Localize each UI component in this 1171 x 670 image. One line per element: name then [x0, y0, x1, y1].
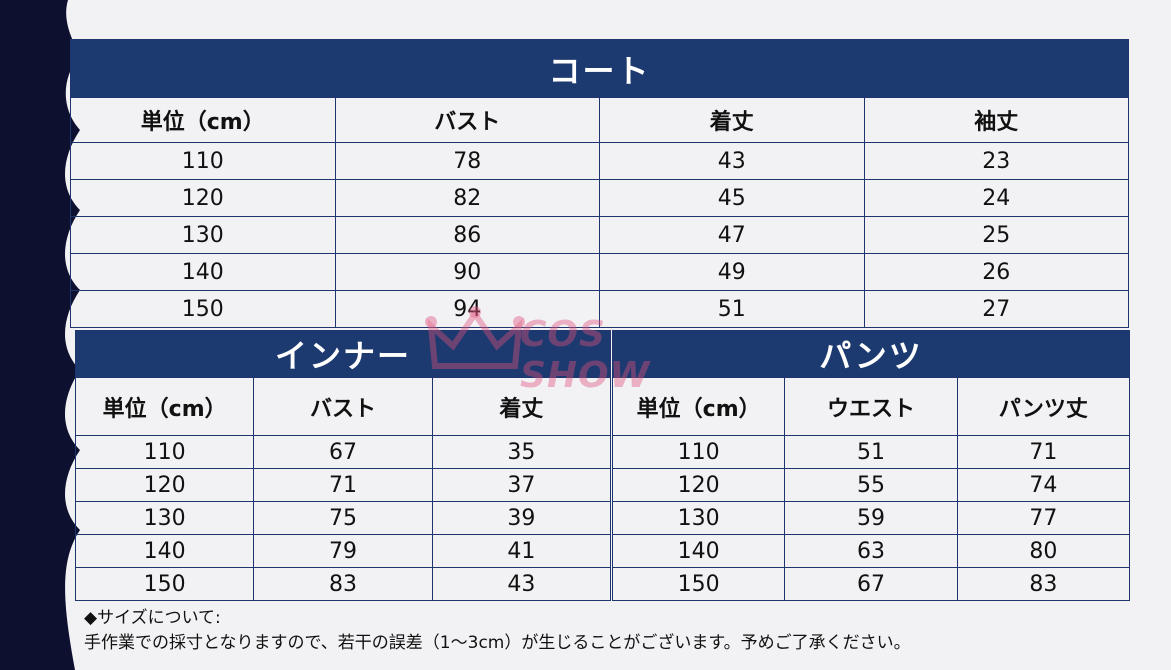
table-row: 110 78 43 23 — [70, 142, 1129, 180]
table-cell: 39 — [431, 501, 612, 535]
table-cell: 140 — [611, 534, 786, 568]
crown-icon — [425, 306, 525, 369]
table-row: 110 67 35 — [74, 435, 612, 469]
table-cell: 130 — [70, 216, 336, 254]
table-cell: 120 — [70, 179, 336, 217]
table-cell: 27 — [863, 290, 1129, 328]
table-row: 130 75 39 — [74, 501, 612, 535]
pants-header-waist: ウエスト — [784, 377, 958, 436]
table-cell: 49 — [599, 253, 865, 291]
table-cell: 47 — [599, 216, 865, 254]
table-cell: 110 — [74, 435, 255, 469]
table-row: 150 83 43 — [74, 567, 612, 601]
notes-body: 手作業での採寸となりますので、若干の誤差（1～3cm）が生じることがございます。… — [84, 633, 911, 653]
table-row: 120 55 74 — [611, 468, 1131, 502]
table-cell: 94 — [334, 290, 600, 328]
table-row: 150 94 51 27 — [70, 290, 1129, 328]
coat-header-unit: 単位（cm） — [70, 97, 336, 143]
table-cell: 130 — [74, 501, 255, 535]
table-cell: 140 — [70, 253, 336, 291]
table-cell: 37 — [431, 468, 612, 502]
table-cell: 45 — [599, 179, 865, 217]
table-cell: 150 — [611, 567, 786, 601]
inner-size-table: インナー 単位（cm） バスト 着丈 110 67 35 120 71 37 1… — [74, 330, 612, 601]
table-row: 130 86 47 25 — [70, 216, 1129, 254]
table-cell: 43 — [431, 567, 612, 601]
table-cell: 83 — [253, 567, 433, 601]
table-cell: 120 — [611, 468, 786, 502]
table-cell: 75 — [253, 501, 433, 535]
table-row: 140 63 80 — [611, 534, 1131, 568]
table-row: 140 90 49 26 — [70, 253, 1129, 291]
table-cell: 86 — [334, 216, 600, 254]
table-row: 120 82 45 24 — [70, 179, 1129, 217]
table-cell: 74 — [956, 468, 1131, 502]
cos-show-watermark: COS SHOW — [425, 306, 735, 396]
table-cell: 43 — [599, 142, 865, 180]
table-cell: 71 — [253, 468, 433, 502]
table-cell: 24 — [863, 179, 1129, 217]
table-cell: 82 — [334, 179, 600, 217]
table-cell: 55 — [784, 468, 958, 502]
table-cell: 130 — [611, 501, 786, 535]
table-cell: 110 — [611, 435, 786, 469]
table-cell: 59 — [784, 501, 958, 535]
watermark-text: COS SHOW — [520, 314, 651, 396]
table-row: 110 51 71 — [611, 435, 1131, 469]
table-cell: 63 — [784, 534, 958, 568]
table-cell: 25 — [863, 216, 1129, 254]
table-cell: 77 — [956, 501, 1131, 535]
inner-header-unit: 単位（cm） — [74, 377, 255, 436]
pants-title: パンツ — [612, 330, 1130, 378]
table-row: 150 67 83 — [611, 567, 1131, 601]
table-cell: 90 — [334, 253, 600, 291]
table-cell: 150 — [70, 290, 336, 328]
table-cell: 110 — [70, 142, 336, 180]
coat-header-bust: バスト — [334, 97, 600, 143]
coat-header-sleeve: 袖丈 — [863, 97, 1129, 143]
table-cell: 23 — [863, 142, 1129, 180]
pants-header-unit: 単位（cm） — [611, 377, 786, 436]
table-cell: 140 — [74, 534, 255, 568]
table-cell: 80 — [956, 534, 1131, 568]
table-cell: 83 — [956, 567, 1131, 601]
coat-size-table: コート 単位（cm） バスト 着丈 袖丈 110 78 43 23 120 82… — [70, 39, 1129, 328]
table-cell: 78 — [334, 142, 600, 180]
inner-header-bust: バスト — [253, 377, 433, 436]
notes-heading: ◆サイズについて: — [84, 608, 221, 628]
table-row: 120 71 37 — [74, 468, 612, 502]
size-notes: ◆サイズについて: 手作業での採寸となりますので、若干の誤差（1～3cm）が生じ… — [84, 606, 911, 656]
table-cell: 35 — [431, 435, 612, 469]
table-row: 130 59 77 — [611, 501, 1131, 535]
pants-size-table: パンツ 単位（cm） ウエスト パンツ丈 110 51 71 120 55 74… — [611, 330, 1131, 601]
table-cell: 67 — [253, 435, 433, 469]
table-cell: 79 — [253, 534, 433, 568]
coat-title: コート — [70, 39, 1129, 98]
table-cell: 150 — [74, 567, 255, 601]
inner-title: インナー — [75, 330, 611, 378]
inner-header-length: 着丈 — [431, 377, 612, 436]
table-cell: 71 — [956, 435, 1131, 469]
table-row: 140 79 41 — [74, 534, 612, 568]
table-cell: 26 — [863, 253, 1129, 291]
table-cell: 41 — [431, 534, 612, 568]
decorative-wave-border — [0, 0, 80, 670]
table-cell: 51 — [784, 435, 958, 469]
table-cell: 67 — [784, 567, 958, 601]
pants-header-length: パンツ丈 — [956, 377, 1131, 436]
coat-header-length: 着丈 — [599, 97, 865, 143]
table-cell: 120 — [74, 468, 255, 502]
table-cell: 51 — [599, 290, 865, 328]
